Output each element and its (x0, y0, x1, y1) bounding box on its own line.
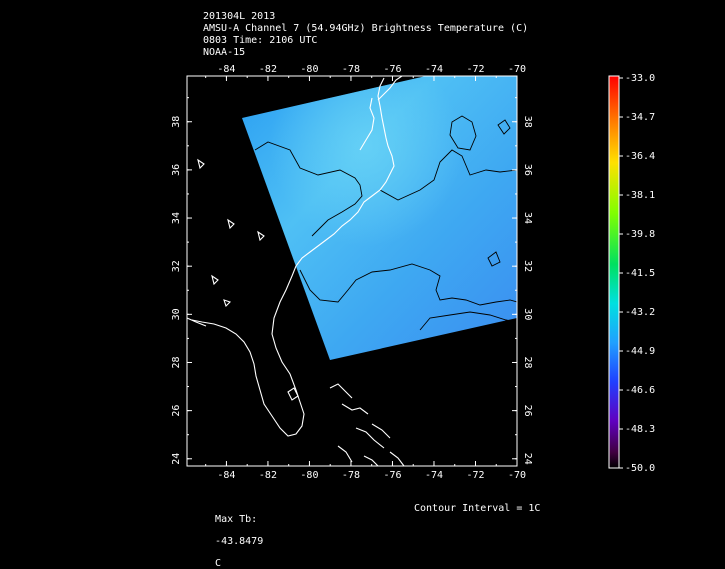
lon-tick-label-bottom: -76 (383, 470, 401, 481)
max-tb-value: -43.8479 (215, 536, 264, 547)
colorbar-label: -44.9 (625, 346, 655, 357)
colorbar-label: -50.0 (625, 463, 655, 474)
lon-tick-label-top: -76 (383, 64, 401, 75)
coastline (186, 75, 405, 467)
contour-interval: Contour Interval = 1C (414, 503, 541, 514)
lat-tick-label-left: 26 (171, 405, 182, 417)
max-tb-label: Max Tb: (215, 514, 258, 525)
lat-tick-label-left: 34 (171, 212, 182, 224)
lon-tick-label-top: -82 (259, 64, 277, 75)
lon-tick-label-top: -78 (342, 64, 360, 75)
lon-tick-label-bottom: -78 (342, 470, 360, 481)
lat-tick-label-right: 36 (522, 164, 533, 176)
lon-tick-label-bottom: -80 (300, 470, 318, 481)
colorbar-label: -38.1 (625, 190, 655, 201)
lon-tick-label-bottom: -70 (508, 470, 526, 481)
header-line2: AMSU-A Channel 7 (54.94GHz) Brightness T… (203, 23, 529, 34)
lat-tick-label-right: 26 (522, 405, 533, 417)
colorbar-label: -48.3 (625, 424, 655, 435)
lat-tick-label-left: 30 (171, 308, 182, 320)
lon-tick-label-bottom: -82 (259, 470, 277, 481)
lat-tick-label-right: 28 (522, 356, 533, 368)
satellite-map: -84 -84 -82 -82 -80 -80 -78 -78 -76 -76 -74 -74 -72 -… (171, 64, 655, 481)
max-tb-readout: Max Tb: -43.8479 C (203, 503, 263, 569)
lon-tick-label-top: -70 (508, 64, 526, 75)
lon-tick-label-bottom: -84 (217, 470, 235, 481)
colorbar-label: -41.5 (625, 268, 655, 279)
lat-tick-label-left: 24 (171, 453, 182, 465)
lat-tick-label-left: 28 (171, 356, 182, 368)
colorbar (608, 75, 620, 469)
header-line1: 201304L 2013 (203, 11, 276, 22)
lon-tick-label-top: -80 (300, 64, 318, 75)
colorbar-label: -34.7 (625, 112, 655, 123)
colorbar-label: -39.8 (625, 229, 655, 240)
lat-tick-label-left: 38 (171, 116, 182, 128)
lon-tick-label-top: -84 (217, 64, 235, 75)
lat-tick-label-left: 36 (171, 164, 182, 176)
lat-tick-label-right: 30 (522, 308, 533, 320)
header-line4: NOAA-15 (203, 47, 246, 58)
lon-tick-label-bottom: -74 (425, 470, 443, 481)
lat-tick-label-right: 38 (522, 116, 533, 128)
lat-tick-label-right: 34 (522, 212, 533, 224)
colorbar-label: -46.6 (625, 385, 655, 396)
colorbar-label: -36.4 (625, 151, 655, 162)
header-line3: 0803 Time: 2106 UTC (203, 35, 318, 46)
colorbar-label: -33.0 (625, 73, 655, 84)
lon-tick-label-bottom: -72 (466, 470, 484, 481)
lat-tick-label-left: 32 (171, 260, 182, 272)
max-tb-unit: C (215, 558, 222, 569)
lon-tick-label-top: -74 (425, 64, 443, 75)
lat-tick-label-right: 32 (522, 260, 533, 272)
temperature-contours (254, 115, 517, 331)
lon-tick-label-top: -72 (466, 64, 484, 75)
map-header: 201304L 2013 AMSU-A Channel 7 (54.94GHz)… (203, 11, 528, 59)
colorbar-label: -43.2 (625, 307, 655, 318)
lat-tick-label-right: 24 (522, 453, 533, 465)
